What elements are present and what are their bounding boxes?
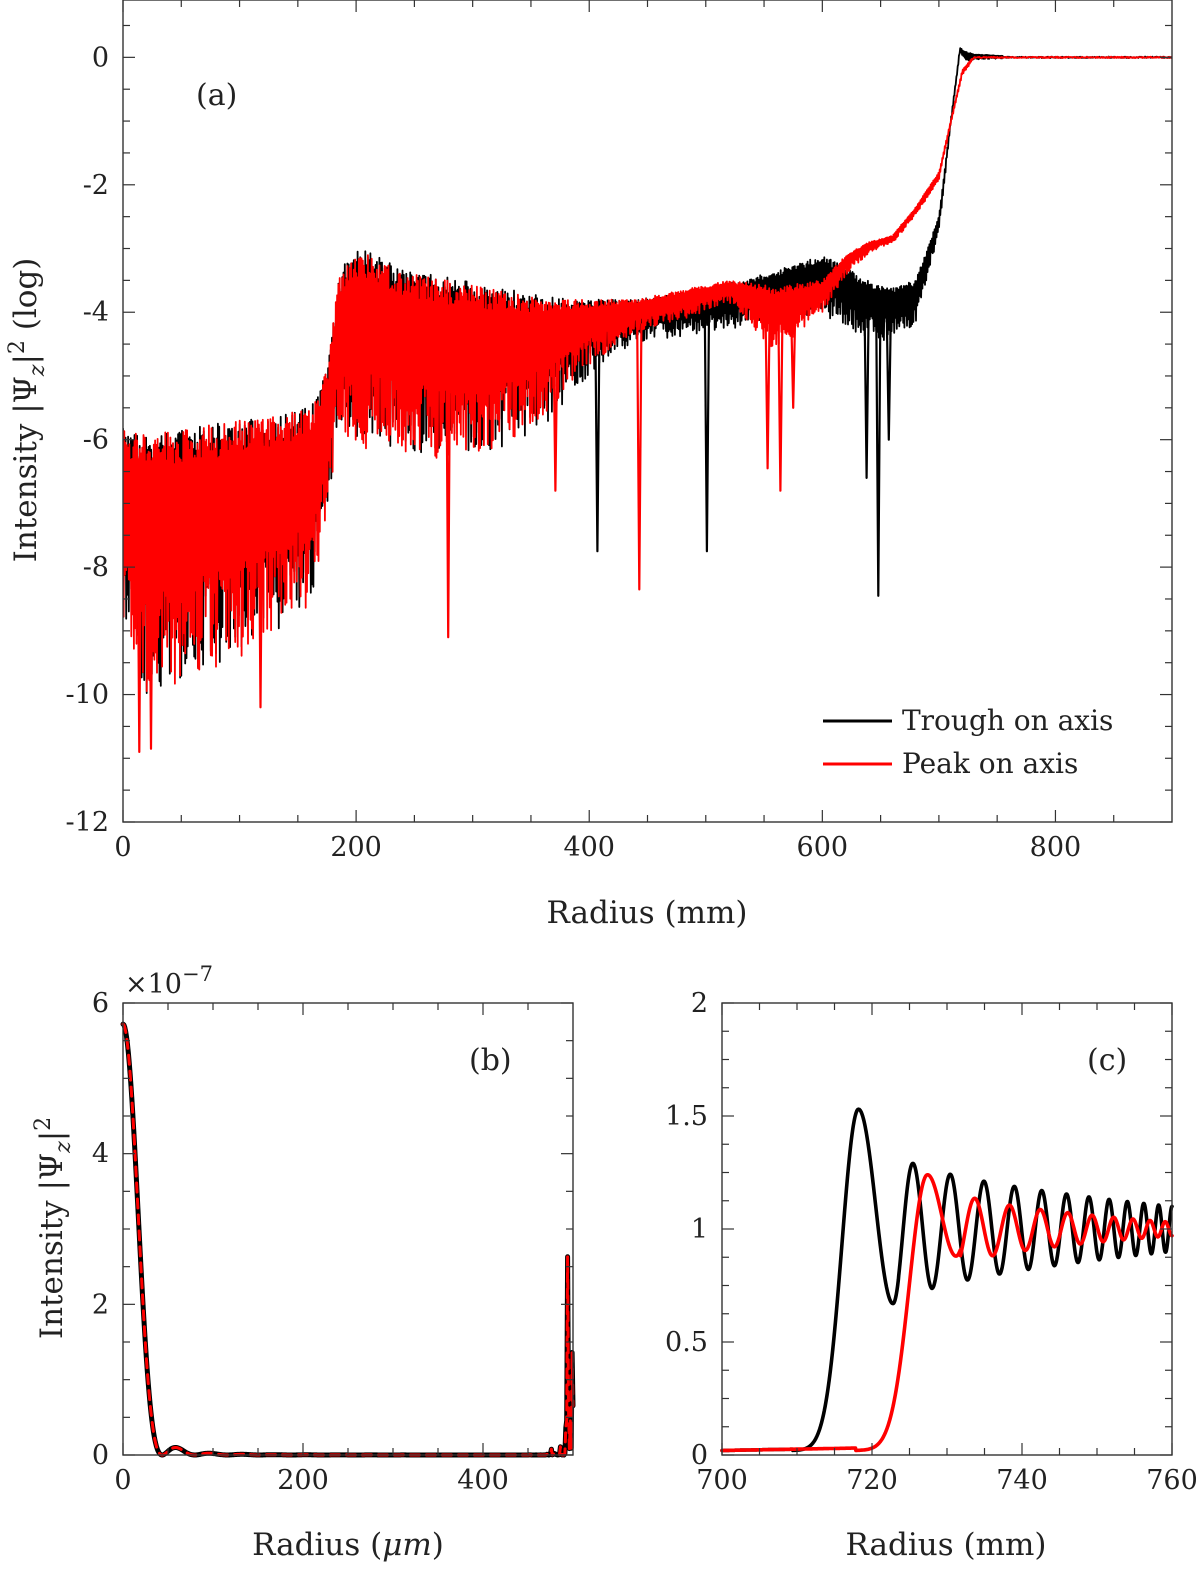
panel-b-xlabel: Radius (μm) [252,1527,444,1563]
legend-label-trough: Trough on axis [902,704,1113,737]
panel-a-ytick-label: -8 [83,552,109,583]
panel-c-xlabel: Radius (mm) [845,1527,1046,1563]
panel-b-ytick-label: 4 [92,1139,109,1170]
panel-a-dip-peak [552,321,559,492]
panel-c-xtick-label: 700 [696,1465,748,1496]
panel-a-label: (a) [196,78,237,113]
panel-c-label: (c) [1087,1043,1127,1078]
panel-b-multiplier-exp: −7 [182,962,213,986]
panel-a-chart: 0 200 400 600 800 -12 -10 -8 -6 -4 -2 0 (a) Radius … [5,0,1173,931]
legend-label-peak: Peak on axis [902,747,1078,780]
panel-a-ylabel-sub: z [25,364,50,377]
panel-b-ylabel: Intensity |Ψz|2 [31,1117,76,1339]
panel-c-chart: 700 720 740 760 0 0.5 1 1.5 2 (c) Radius (mm) [665,988,1198,1563]
panel-b-ticks: 0 200 400 0 2 4 6 [92,988,573,1496]
panel-c-ytick-label: 2 [691,988,708,1019]
panel-a-dip-peak [636,323,643,591]
panel-a-legend: Trough on axis Peak on axis [823,704,1113,780]
panel-c-ytick-label: 0.5 [665,1327,708,1358]
panel-a-xtick-label: 600 [797,832,849,863]
panel-b-multiplier: ×10−7 [125,962,213,1000]
panel-a-xlabel: Radius (mm) [546,895,747,931]
panel-b-chart: 0 200 400 0 2 4 6 (b) ×10−7 Radius (μm) Intens… [31,962,576,1563]
panel-a-xtick-label: 200 [330,832,382,863]
panel-c-xtick-label: 760 [1146,1465,1198,1496]
panel-b-xlabel-suffix: ) [432,1527,444,1563]
panel-b-ylabel-sub: z [51,1141,76,1154]
panel-c-xtick-label: 720 [846,1465,898,1496]
panel-a-ticks: 0 200 400 600 800 -12 -10 -8 -6 -4 -2 0 [66,0,1172,863]
panel-a-dip-trough [885,310,892,441]
panel-a-dip-trough [875,307,882,597]
panel-a-dip-peak [790,308,797,409]
panel-a-series-trough [123,47,1172,694]
panel-b-ytick-label: 0 [92,1440,109,1471]
panel-a-xtick-label: 800 [1030,832,1082,863]
panel-a-xtick-label: 400 [563,832,615,863]
panel-c-series-group [720,1107,1174,1453]
panel-a-ytick-label: -2 [83,170,109,201]
panel-a-ylabel-prefix: Intensity |Ψ [8,376,44,562]
panel-a-ytick-label: -4 [83,297,109,328]
panel-a-ylabel-sup: 2 [5,340,30,354]
panel-b-xtick-label: 200 [277,1465,329,1496]
panel-b-ylabel-bar: | [34,1131,70,1141]
panel-b-xtick-label: 400 [457,1465,509,1496]
panel-c-ytick-label: 1 [691,1214,708,1245]
panel-b-ylabel-prefix: Intensity |Ψ [34,1153,70,1339]
panel-a-ytick-label: 0 [92,42,109,73]
panel-a-ylabel-tail: (log) [8,258,44,340]
panel-b-xlabel-unit: μm [382,1527,432,1563]
panel-a-dip-peak [445,304,452,639]
panel-c-ticks: 700 720 740 760 0 0.5 1 1.5 2 [665,988,1198,1496]
panel-a-dip-trough [703,312,711,553]
panel-a-dip-peak [257,442,264,709]
panel-b-series-trough [120,1021,576,1458]
panel-a-dip-peak [764,310,771,470]
panel-b-series-peak [121,1022,575,1457]
panel-a-ylabel: Intensity |Ψz|2 (log) [5,258,50,563]
panel-a-axes-frame [122,0,1173,823]
panel-a-series-peak [123,55,1172,692]
panel-b-xlabel-prefix: Radius ( [252,1527,382,1563]
panel-b-xtick-label: 0 [114,1465,131,1496]
panel-a-ytick-label: -10 [66,680,109,711]
panel-a-dip-peak [136,455,143,753]
panel-c-series-trough [720,1107,1174,1453]
panel-b-multiplier-base: ×10 [125,969,182,1000]
panel-b-ytick-label: 6 [92,988,109,1019]
panel-c-xtick-label: 740 [996,1465,1048,1496]
panel-a-ylabel-bar: | [8,354,44,364]
panel-b-series-group [120,1021,576,1458]
panel-a-xtick-label: 0 [114,832,131,863]
panel-c-ytick-label: 0 [691,1440,708,1471]
panel-c-ytick-label: 1.5 [665,1101,708,1132]
panel-a-series-group [123,47,1172,753]
panel-a-ytick-label: -12 [66,807,109,838]
panel-a-dip-trough [594,323,601,553]
panel-a-dip-peak [147,457,155,750]
panel-a-dip-trough [863,303,870,479]
panel-b-ytick-label: 2 [92,1289,109,1320]
panel-b-ylabel-sup: 2 [31,1117,56,1131]
panel-a-dip-peak [777,310,784,492]
panel-a-ytick-label: -6 [83,425,109,456]
panel-b-label: (b) [469,1043,512,1078]
